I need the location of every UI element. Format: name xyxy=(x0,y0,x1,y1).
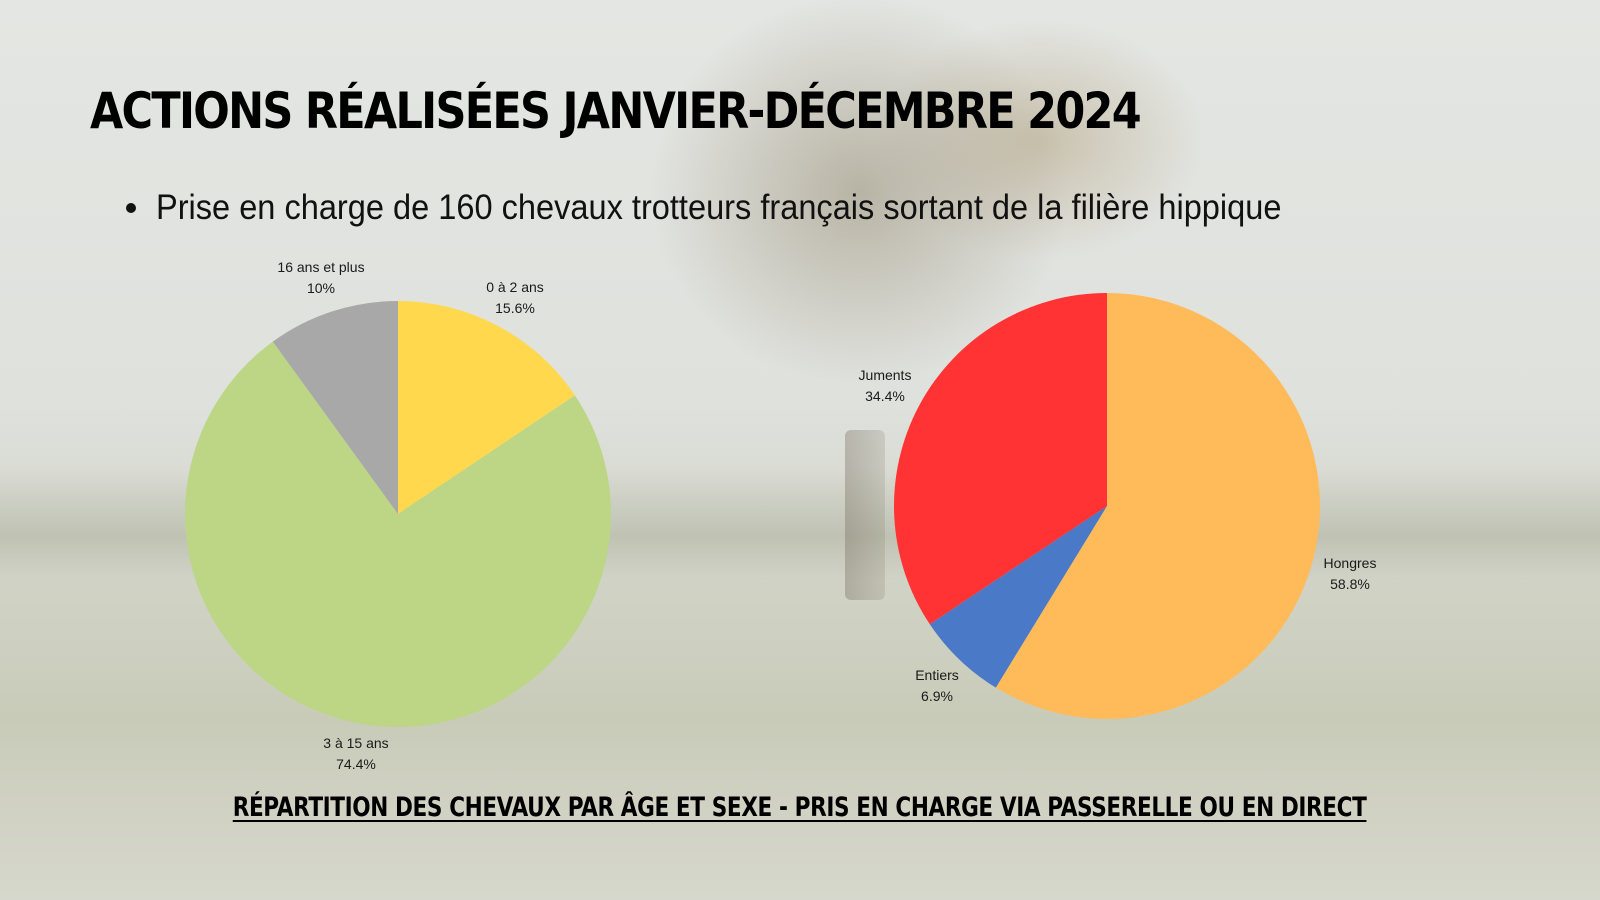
pie-chart-sex: Hongres 58.8% Entiers 6.9% Juments 34.4% xyxy=(859,293,1377,719)
pie-slice-hongres xyxy=(995,293,1320,719)
slice-label-0-a-2-ans: 0 à 2 ans xyxy=(486,279,544,295)
pie-slice-juments xyxy=(894,293,1107,625)
pie-chart-age: 0 à 2 ans 15.6% 3 à 15 ans 74.4% 16 ans et p… xyxy=(185,259,612,772)
slice-label-juments: Juments xyxy=(859,367,912,383)
slice-value-hongres: 58.8% xyxy=(1330,576,1370,592)
background-tree-trunk xyxy=(845,430,885,600)
slice-value-3-a-15-ans: 74.4% xyxy=(336,756,376,772)
bullet-text: Prise en charge de 160 chevaux trotteurs… xyxy=(156,188,1282,227)
pie-slice-entiers xyxy=(929,506,1107,688)
pie-slice-3-a-15-ans xyxy=(185,341,612,727)
chart-caption: RÉPARTITION DES CHEVAUX PAR ÂGE ET SEXE … xyxy=(0,792,1600,823)
slice-label-3-a-15-ans: 3 à 15 ans xyxy=(323,735,388,751)
slice-value-entiers: 6.9% xyxy=(921,688,953,704)
pie-slice-0-a-2-ans xyxy=(398,301,575,514)
slice-value-juments: 34.4% xyxy=(865,388,905,404)
slice-value-0-a-2-ans: 15.6% xyxy=(495,300,535,316)
slice-label-16-ans-et-plus: 16 ans et plus xyxy=(277,259,364,275)
bullet-icon xyxy=(126,203,136,213)
pie-slice-16-ans-et-plus xyxy=(272,301,398,514)
chart-caption-text: RÉPARTITION DES CHEVAUX PAR ÂGE ET SEXE … xyxy=(233,792,1367,823)
slice-label-entiers: Entiers xyxy=(915,667,959,683)
slice-value-16-ans-et-plus: 10% xyxy=(307,280,335,296)
bullet-point: Prise en charge de 160 chevaux trotteurs… xyxy=(126,188,1366,228)
slide-title: ACTIONS RÉALISÉES JANVIER-DÉCEMBRE 2024 xyxy=(90,82,1142,140)
slice-label-hongres: Hongres xyxy=(1324,555,1377,571)
